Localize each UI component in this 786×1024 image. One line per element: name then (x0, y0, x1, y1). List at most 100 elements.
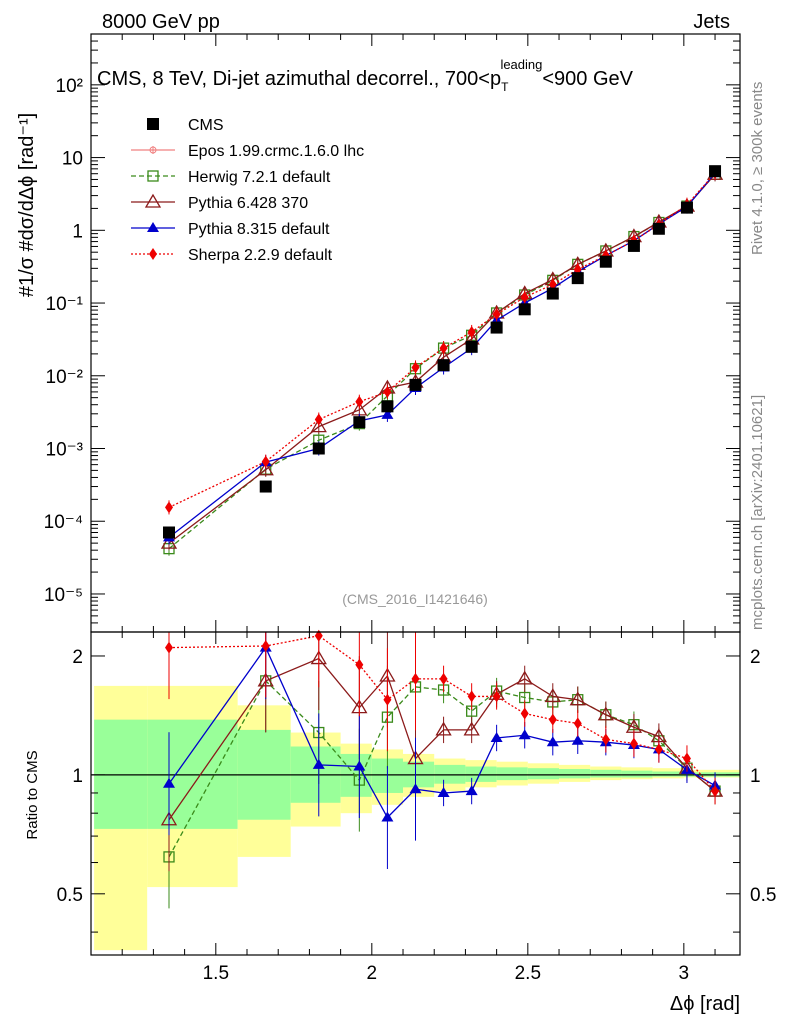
point-cms (518, 303, 531, 316)
legend-label-sherpa: Sherpa 2.2.9 default (188, 247, 333, 264)
ratio-point-py8 (381, 811, 394, 822)
x-tick-label: 2.5 (515, 963, 541, 984)
ratio-point-py8 (312, 758, 325, 769)
plot-title-sup: leading (500, 57, 542, 72)
x-axis-label: Δϕ [rad] (670, 993, 740, 1015)
y-tick-label-main: 1 (72, 221, 83, 242)
ratio-point-py8 (490, 731, 503, 742)
x-tick-label: 1.5 (203, 963, 229, 984)
point-cms (259, 480, 272, 493)
legend-label-py8: Pythia 8.315 default (188, 221, 330, 238)
y-tick-label-main: 10⁻³ (46, 440, 84, 461)
point-cms (546, 287, 559, 300)
ratio-point-sherpa (383, 693, 392, 706)
legend-marker-sherpa (149, 248, 157, 260)
ratio-point-sherpa (261, 639, 270, 652)
main-panel: CMS, 8 TeV, Di-jet azimuthal decorrel., … (97, 57, 724, 607)
ratio-point-py6 (544, 688, 561, 703)
y-tick-label-ratio: 1 (72, 766, 83, 787)
y-axis-label-main-text: #1/σ #dσ/dΔϕ [rad⁻¹] (16, 113, 38, 297)
point-sherpa (261, 455, 270, 468)
point-cms (709, 165, 722, 178)
point-py6 (160, 534, 178, 549)
y-tick-label-ratio-right: 2 (750, 647, 761, 668)
legend-label-cms: CMS (188, 117, 224, 134)
point-cms (163, 526, 176, 539)
ratio-point-sherpa (411, 672, 420, 685)
ratio-panel (91, 629, 740, 951)
point-sherpa (548, 278, 557, 291)
ratio-point-sherpa (682, 752, 691, 765)
ratio-band-inner (465, 766, 497, 782)
ratio-point-sherpa (314, 629, 323, 642)
ratio-point-py8 (353, 760, 366, 771)
legend-marker-epos (149, 146, 157, 154)
point-sherpa (383, 385, 392, 398)
ratio-point-py6 (516, 670, 533, 685)
ratio-band-inner (621, 770, 653, 778)
ratio-point-sherpa (654, 743, 663, 756)
point-cms (680, 201, 693, 214)
ratio-band-inner (147, 719, 238, 829)
energy-label: 8000 GeV pp (102, 11, 220, 33)
plot-title-main: CMS, 8 TeV, Di-jet azimuthal decorrel., … (97, 68, 501, 90)
plot-title-sub: T (501, 80, 509, 94)
point-sherpa (601, 249, 610, 262)
y-tick-label-main: 10² (56, 76, 83, 97)
point-cms (465, 340, 478, 353)
point-cms (312, 442, 325, 455)
point-sherpa (439, 342, 448, 355)
ratio-point-py8 (546, 736, 559, 747)
y-axis-label-ratio: Ratio to CMS (24, 750, 41, 839)
ratio-band-inner (652, 771, 684, 777)
point-sherpa (411, 361, 420, 374)
ratio-band-inner (590, 769, 622, 778)
ratio-point-sherpa (165, 641, 174, 654)
ratio-frame (90, 631, 741, 956)
y-tick-label-main: 10 (62, 149, 83, 170)
point-cms (599, 255, 612, 268)
legend: CMS Epos 1.99.crmc.1.6.0 lhc Herwig 7.2.1 … (131, 117, 364, 264)
y-tick-label-ratio: 0.5 (57, 885, 83, 906)
ratio-point-py8 (465, 785, 478, 796)
process-label: Jets (693, 11, 730, 33)
ratio-line-sherpa (168, 635, 716, 792)
plot-title-tail: <900 GeV (542, 68, 633, 90)
point-sherpa (520, 291, 529, 304)
point-sherpa (165, 501, 174, 514)
legend-label-py6: Pythia 6.428 370 (188, 195, 308, 212)
ratio-band-inner (527, 768, 560, 780)
x-tick-label: 2 (367, 963, 378, 984)
point-sherpa (492, 308, 501, 321)
ratio-point-sherpa (711, 785, 720, 798)
ratio-point-sherpa (601, 733, 610, 746)
ratio-point-py6 (463, 721, 480, 736)
main-plot-area (160, 165, 724, 556)
ratio-point-py8 (518, 729, 531, 740)
ratio-band-inner (559, 768, 591, 779)
legend-marker-cms (147, 118, 159, 130)
point-cms (409, 378, 422, 391)
series-line-sherpa (168, 172, 716, 508)
axes-frames: 1.5 2 2.5 3 10⁻⁵ 10⁻⁴ 10⁻³ 10⁻² 10⁻¹ 1 10 10² 0.5 0.5… (44, 33, 776, 984)
y-axis-label-main: #1/σ #dσ/dΔϕ [rad⁻¹] (16, 113, 38, 297)
ratio-point-sherpa (492, 690, 501, 703)
rivet-label: Rivet 4.1.0, ≥ 300k events (749, 82, 766, 255)
ratio-band-inner (496, 767, 528, 781)
ratio-point-py6 (435, 721, 452, 736)
point-cms (381, 400, 394, 413)
plot-title: CMS, 8 TeV, Di-jet azimuthal decorrel., … (97, 57, 634, 94)
legend-label-epos: Epos 1.99.crmc.1.6.0 lhc (188, 143, 364, 160)
point-sherpa (467, 325, 476, 338)
y-tick-label-ratio: 2 (72, 647, 83, 668)
ratio-point-py8 (409, 783, 422, 794)
y-tick-label-main: 10⁻¹ (46, 294, 84, 315)
legend-marker-py6 (144, 193, 162, 208)
legend-label-herwig: Herwig 7.2.1 default (188, 169, 331, 186)
ratio-point-py8 (437, 786, 450, 797)
y-tick-label-main: 10⁻² (46, 367, 84, 388)
ratio-point-py6 (569, 691, 586, 706)
point-cms (490, 321, 503, 334)
y-tick-label-ratio-right: 1 (750, 766, 761, 787)
